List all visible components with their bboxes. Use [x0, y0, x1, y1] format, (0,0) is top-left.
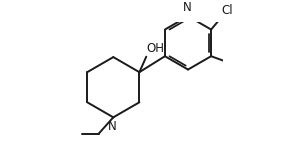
Text: N: N — [108, 120, 117, 133]
Text: Cl: Cl — [221, 4, 233, 17]
Text: N: N — [183, 1, 192, 14]
Text: OH: OH — [147, 42, 165, 55]
